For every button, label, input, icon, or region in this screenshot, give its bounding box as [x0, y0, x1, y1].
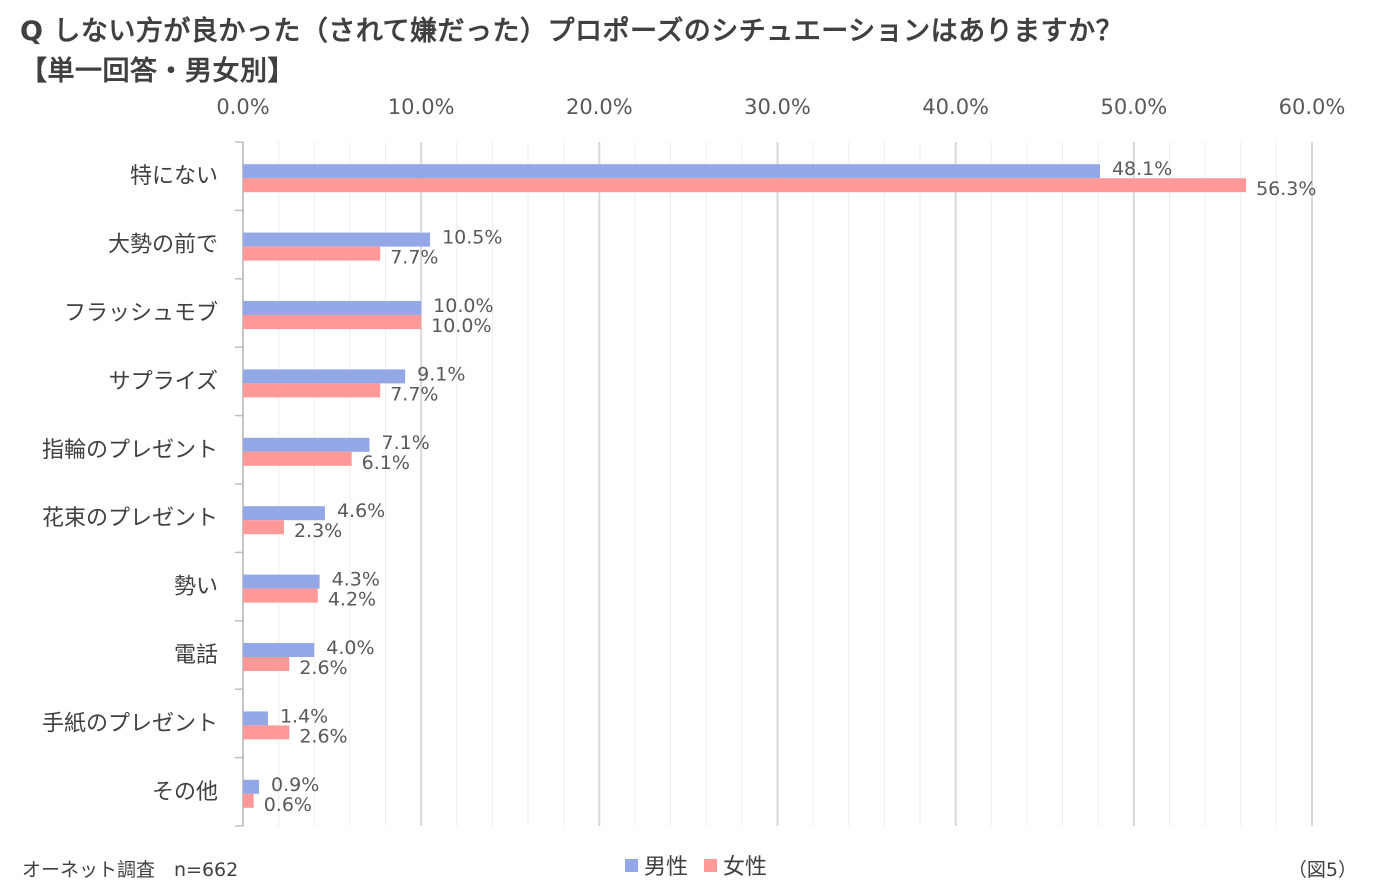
x-tick-label: 40.0%	[922, 95, 989, 119]
data-label-male: 48.1%	[1112, 158, 1172, 180]
data-label-male: 7.1%	[381, 432, 429, 454]
bar-female	[243, 588, 318, 603]
legend-item-male: 男性	[625, 849, 688, 881]
category-label: サプライズ	[109, 369, 218, 394]
legend-item-female: 女性	[704, 849, 767, 881]
category-label: 指輪のプレゼント	[42, 438, 218, 463]
category-label: 勢い	[174, 575, 218, 600]
bar-male	[243, 779, 260, 794]
bar-female	[243, 178, 1247, 193]
category-label: 電話	[174, 643, 218, 668]
bar-female	[243, 657, 290, 671]
legend-label-female: 女性	[723, 855, 768, 880]
legend: 男性 女性	[625, 849, 775, 881]
bar-male	[243, 437, 370, 452]
category-label: 手紙のプレゼント	[42, 711, 218, 736]
legend-label-male: 男性	[644, 855, 689, 880]
data-label-female: 56.3%	[1256, 178, 1316, 200]
data-label-male: 1.4%	[280, 705, 328, 727]
title-line-2: 【単一回答・男女別】	[20, 56, 295, 87]
title-line-1: Q しない方が良かった（されて嫌だった）プロポーズのシチュエーションはありますか…	[20, 16, 1124, 47]
bar-male	[243, 164, 1100, 179]
bar-female	[243, 383, 381, 398]
category-label: 大勢の前で	[108, 233, 218, 258]
footer-source: オーネット調査 n=662	[22, 859, 239, 881]
bar-male	[243, 711, 268, 726]
category-label: 特にない	[130, 164, 218, 189]
data-label-female: 2.6%	[299, 725, 347, 747]
bar-male	[243, 301, 422, 315]
legend-swatch-male	[625, 858, 638, 872]
bar-female	[243, 725, 290, 740]
legend-swatch-female	[704, 858, 718, 872]
data-label-female: 2.3%	[294, 520, 342, 542]
data-label-male: 0.9%	[271, 774, 319, 796]
data-label-female: 10.0%	[431, 315, 491, 337]
x-tick-label: 50.0%	[1100, 95, 1167, 119]
bar-female	[243, 451, 352, 466]
bar-female	[243, 520, 284, 535]
data-label-female: 7.7%	[390, 383, 438, 405]
bar-male	[243, 369, 406, 384]
bar-male	[243, 232, 431, 247]
data-label-male: 10.5%	[442, 227, 502, 249]
data-label-male: 4.0%	[326, 637, 374, 659]
data-label-male: 4.6%	[337, 500, 385, 522]
bar-female	[243, 246, 381, 261]
category-label: 花束のプレゼント	[42, 506, 218, 531]
figure-number: （図5）	[1287, 859, 1357, 881]
x-tick-label: 0.0%	[216, 95, 269, 119]
data-label-male: 10.0%	[433, 295, 493, 317]
bar-female	[243, 315, 422, 329]
bar-female	[243, 793, 254, 808]
category-label: フラッシュモブ	[64, 301, 218, 326]
data-label-male: 4.3%	[332, 569, 380, 591]
data-label-male: 9.1%	[417, 363, 465, 385]
bar-male	[243, 643, 315, 657]
x-tick-label: 10.0%	[388, 95, 455, 119]
bar-male	[243, 574, 320, 589]
x-tick-label: 60.0%	[1279, 95, 1346, 119]
category-label: その他	[152, 780, 218, 805]
x-tick-label: 20.0%	[566, 95, 633, 119]
x-tick-label: 30.0%	[744, 95, 811, 119]
data-label-female: 2.6%	[299, 657, 347, 679]
bar-male	[243, 506, 325, 521]
chart-title: Q しない方が良かった（されて嫌だった）プロポーズのシチュエーションはありますか…	[20, 12, 1123, 92]
data-label-female: 4.2%	[328, 589, 376, 611]
data-label-female: 6.1%	[362, 452, 410, 474]
data-label-female: 0.6%	[264, 794, 312, 816]
data-label-female: 7.7%	[390, 247, 438, 269]
